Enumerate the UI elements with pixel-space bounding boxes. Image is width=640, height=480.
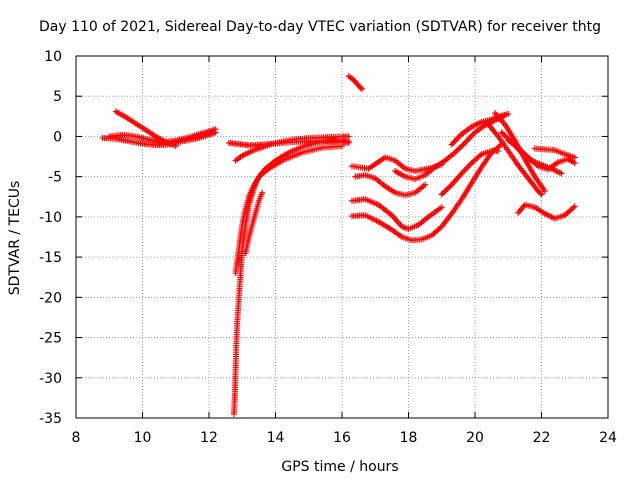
data-point: [172, 143, 179, 150]
data-point: [462, 139, 469, 146]
chart-title: Day 110 of 2021, Sidereal Day-to-day VTE…: [39, 19, 601, 35]
data-point: [345, 133, 352, 140]
data-point: [451, 138, 458, 145]
series-curve-3: [352, 172, 429, 199]
data-point: [505, 110, 512, 117]
data-point: [571, 203, 578, 210]
series-tail-2: [515, 201, 578, 222]
data-point: [467, 161, 474, 168]
data-point: [571, 154, 578, 161]
data-point: [541, 188, 548, 195]
data-point: [462, 165, 469, 172]
y-axis-label: SDTVAR / TECUs: [7, 181, 23, 296]
series-drop-5: [232, 133, 352, 164]
y-tick-label: -30: [39, 371, 62, 387]
data-point: [444, 185, 451, 192]
y-tick-label: -10: [39, 210, 62, 226]
grid-layer: [76, 56, 608, 418]
data-point: [457, 132, 464, 139]
y-tick-label: -25: [39, 331, 62, 347]
point-layer: [99, 73, 578, 417]
series-curve-2: [392, 112, 508, 183]
data-point: [454, 135, 461, 142]
data-point: [212, 126, 219, 133]
plot-frame: [75, 55, 609, 419]
y-tick-label: 5: [53, 89, 62, 105]
series-desc-4: [505, 137, 578, 173]
x-tick-label: 18: [400, 430, 418, 446]
data-point: [453, 137, 459, 144]
data-point: [357, 84, 364, 91]
data-point: [445, 184, 452, 191]
data-point: [448, 141, 455, 148]
data-point: [463, 138, 470, 145]
data-point: [443, 187, 450, 194]
data-point: [537, 190, 544, 197]
data-point: [501, 132, 508, 139]
data-point: [467, 133, 474, 140]
data-point: [457, 144, 464, 151]
y-tick-label: -5: [48, 170, 62, 186]
data-point: [459, 142, 466, 149]
x-tick-label: 16: [333, 430, 351, 446]
x-axis-label: GPS time / hours: [281, 459, 398, 475]
data-point: [538, 191, 545, 198]
x-tick-label: 12: [200, 430, 218, 446]
data-point: [465, 162, 472, 169]
data-point: [358, 85, 365, 92]
data-point: [455, 134, 462, 141]
series-curve-4: [348, 196, 445, 232]
data-point: [558, 170, 565, 177]
data-point: [464, 136, 471, 143]
data-point: [464, 164, 471, 171]
data-point: [456, 145, 463, 152]
data-point: [422, 181, 429, 188]
data-point: [454, 146, 461, 153]
data-point: [495, 147, 502, 154]
series-curve-6: [438, 147, 502, 198]
x-tick-label: 8: [72, 430, 81, 446]
data-point: [460, 168, 467, 175]
y-tick-label: 10: [44, 49, 62, 65]
series-drop-3: [232, 143, 345, 277]
x-tick-label: 20: [466, 430, 484, 446]
x-tick-label: 10: [134, 430, 152, 446]
data-point: [438, 191, 445, 198]
data-point: [466, 135, 473, 142]
data-point: [339, 143, 345, 150]
series-spike: [345, 73, 365, 92]
data-point: [447, 183, 454, 190]
y-tick-label: -35: [39, 411, 62, 427]
tick-layer: 8 10 12 14 16 18 20 22 24 10 5 0 -5 -10 -15 -20 -25 -30 -3…: [39, 49, 617, 446]
x-tick-label: 24: [599, 430, 617, 446]
data-point: [450, 139, 457, 146]
x-tick-label: 14: [267, 430, 285, 446]
x-tick-label: 22: [533, 430, 551, 446]
series-tail-1: [531, 145, 578, 161]
data-point: [441, 188, 448, 195]
series-drop-4: [242, 189, 266, 257]
data-point: [461, 167, 468, 174]
data-point: [440, 189, 447, 196]
series-desc-2: [485, 121, 545, 198]
series-band-c: [112, 108, 179, 150]
data-point: [259, 189, 266, 196]
y-tick-label: 0: [53, 129, 62, 145]
y-tick-label: -15: [39, 250, 62, 266]
y-tick-label: -20: [39, 290, 62, 306]
data-point: [571, 159, 578, 166]
data-point: [438, 204, 445, 211]
data-point: [469, 132, 476, 139]
data-point: [460, 141, 467, 148]
series-drop-2: [230, 137, 352, 417]
data-point: [453, 148, 460, 155]
